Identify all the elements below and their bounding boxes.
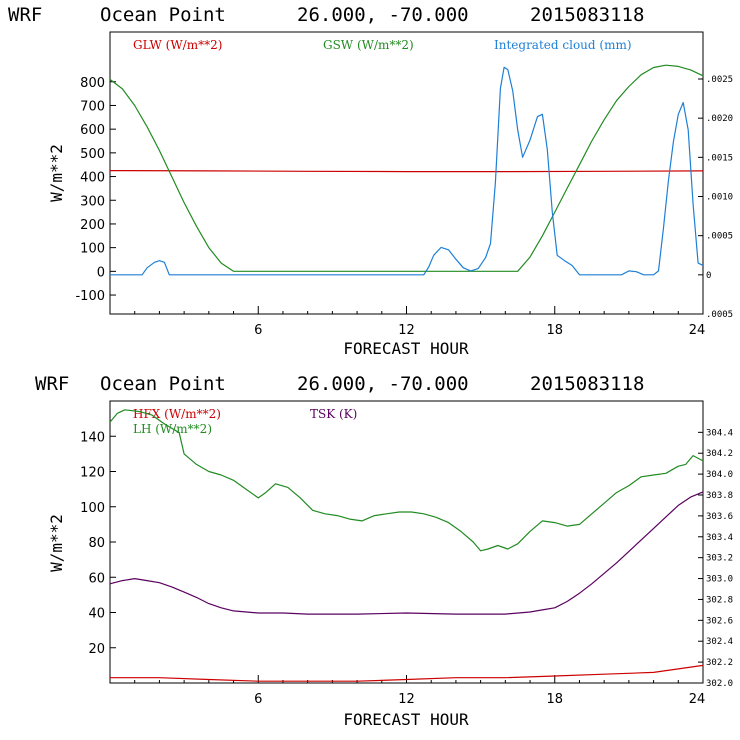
series-line-gsw (109, 64, 704, 272)
y2-tick-label: 0 (706, 271, 711, 281)
y2-tick-label: 303.2 (706, 554, 733, 564)
series-line-glw (109, 170, 704, 173)
x-axis-label: FORECAST HOUR (343, 710, 469, 729)
header-location: Ocean Point (100, 4, 226, 26)
y-tick-label: 400 (80, 171, 105, 186)
header-date: 2015083118 (530, 4, 644, 26)
series-lines (109, 409, 704, 682)
plot-frame (109, 400, 704, 684)
y2-tick-label: 304.0 (706, 470, 733, 480)
series-line-hfx (110, 664, 704, 682)
header-coords: 26.000, -70.000 (297, 4, 469, 26)
y2-ticks: 302.0 302.2 302.4 302.6 302.8 303.0 303.2 303.4… (698, 428, 733, 689)
y-tick-label: 100 (80, 242, 105, 257)
x-tick-label: 6 (254, 692, 262, 707)
chart-radiation-cloud: WRF Ocean Point 26.000, -70.000 20150831… (8, 4, 733, 358)
y2-tick-label: .0005 (706, 232, 733, 242)
y2-tick-label: .0010 (706, 193, 733, 203)
header-model: WRF (8, 4, 42, 26)
legend-cloud: Integrated cloud (mm) (494, 38, 632, 52)
y2-tick-label: 303.0 (706, 575, 733, 585)
y-axis-label: W/m**2 (47, 514, 66, 572)
y-ticks: 20 40 60 80 100 120 140 (80, 430, 116, 657)
y2-tick-label: 302.0 (706, 679, 733, 689)
legend-gsw: GSW (W/m**2) (323, 38, 414, 52)
x-tick-label: 18 (546, 692, 563, 707)
x-ticks: 6 12 18 24 (134, 306, 706, 338)
legend-tsk: TSK (K) (310, 407, 357, 421)
y2-tick-label: 302.4 (706, 637, 733, 647)
y2-tick-label: .0005 (706, 310, 733, 320)
y2-tick-label: .0025 (706, 75, 733, 85)
y-tick-label: 300 (80, 194, 105, 209)
y2-tick-label: 302.6 (706, 616, 733, 626)
header-coords: 26.000, -70.000 (297, 373, 469, 395)
y2-tick-label: .0020 (706, 114, 733, 124)
y2-tick-label: 303.6 (706, 512, 733, 522)
y-tick-label: 200 (80, 218, 105, 233)
y2-tick-label: 304.2 (706, 449, 733, 459)
x-tick-label: 24 (689, 323, 706, 338)
y2-tick-label: 303.8 (706, 491, 733, 501)
series-line-integrated (110, 66, 704, 276)
x-axis-label: FORECAST HOUR (343, 339, 469, 358)
y-tick-label: 700 (80, 99, 105, 114)
y-tick-label: -100 (75, 289, 105, 304)
y-tick-label: 120 (80, 466, 105, 481)
y2-tick-label: 302.8 (706, 595, 733, 605)
legend-glw: GLW (W/m**2) (133, 38, 222, 52)
y-tick-label: 140 (80, 430, 105, 445)
series-line-tsk (109, 491, 704, 615)
series-line-lh (109, 409, 704, 552)
y-tick-label: 0 (97, 265, 105, 280)
x-tick-label: 18 (546, 323, 563, 338)
y-ticks: -100 0 100 200 300 400 500 600 700 800 (75, 76, 116, 304)
y2-tick-label: 302.2 (706, 658, 733, 668)
x-tick-label: 12 (398, 692, 415, 707)
header-date: 2015083118 (530, 373, 644, 395)
y-tick-label: 60 (88, 571, 105, 586)
y-axis-label: W/m**2 (47, 144, 66, 202)
y2-tick-label: 303.4 (706, 533, 733, 543)
y-tick-label: 20 (88, 642, 105, 657)
x-tick-label: 24 (689, 692, 706, 707)
x-tick-label: 6 (254, 323, 262, 338)
x-tick-label: 12 (398, 323, 415, 338)
header-location: Ocean Point (100, 373, 226, 395)
y-tick-label: 100 (80, 501, 105, 516)
y-tick-label: 80 (88, 536, 105, 551)
chart-surface-flux: WRF Ocean Point 26.000, -70.000 20150831… (35, 373, 733, 729)
y-tick-label: 800 (80, 76, 105, 91)
y-tick-label: 40 (88, 607, 105, 622)
y2-tick-label: .0015 (706, 153, 733, 163)
series-lines (109, 64, 704, 276)
y-tick-label: 500 (80, 147, 105, 162)
y2-tick-label: 304.4 (706, 428, 733, 438)
y2-ticks: .0005 0 .0005 .0010 .0015 .0020 .0025 (698, 75, 733, 320)
y-tick-label: 600 (80, 123, 105, 138)
header-model: WRF (35, 373, 69, 395)
